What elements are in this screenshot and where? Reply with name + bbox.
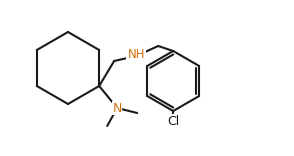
Text: Cl: Cl <box>167 115 179 128</box>
Text: N: N <box>113 102 122 115</box>
Text: NH: NH <box>127 49 145 61</box>
